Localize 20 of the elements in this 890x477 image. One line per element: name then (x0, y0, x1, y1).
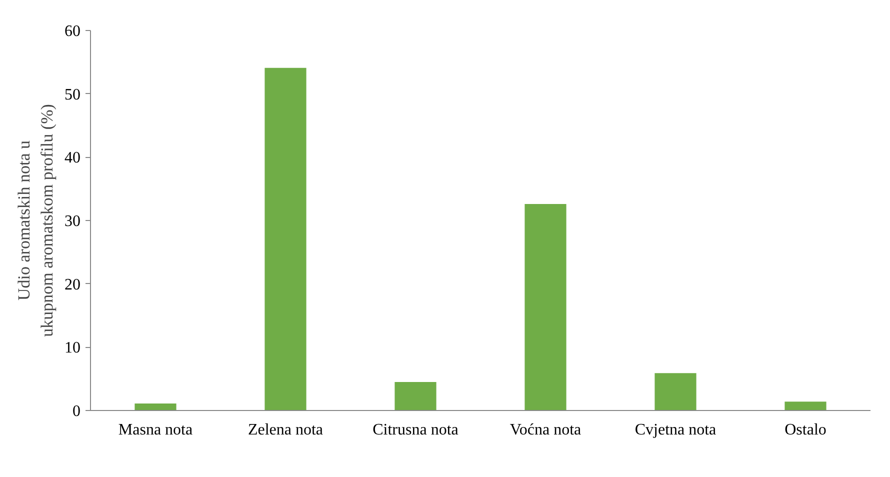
x-tick-label: Cvjetna nota (634, 422, 716, 438)
bar (524, 204, 566, 410)
bar (264, 68, 306, 410)
bar (394, 382, 436, 410)
x-tick-label: Zelena nota (248, 422, 324, 438)
y-tick-label: 20 (64, 276, 80, 294)
bar (654, 373, 696, 410)
x-tick-label: Citrusna nota (372, 422, 458, 438)
y-tick-label: 50 (64, 86, 80, 104)
x-tick-label: Voćna nota (510, 422, 582, 438)
y-axis-title: Udio aromatskih nota u ukupnom aromatskom profilu (%) (14, 104, 56, 337)
y-tick-label: 0 (72, 403, 80, 420)
x-tick-label: Ostalo (784, 422, 826, 438)
y-tick-label: 60 (64, 23, 80, 40)
y-tick-label: 40 (64, 150, 80, 167)
x-tick-label: Masna nota (118, 422, 193, 438)
bar (784, 402, 826, 410)
bar (134, 404, 176, 410)
y-tick-label: 30 (64, 213, 80, 230)
y-tick-label: 10 (64, 340, 80, 357)
